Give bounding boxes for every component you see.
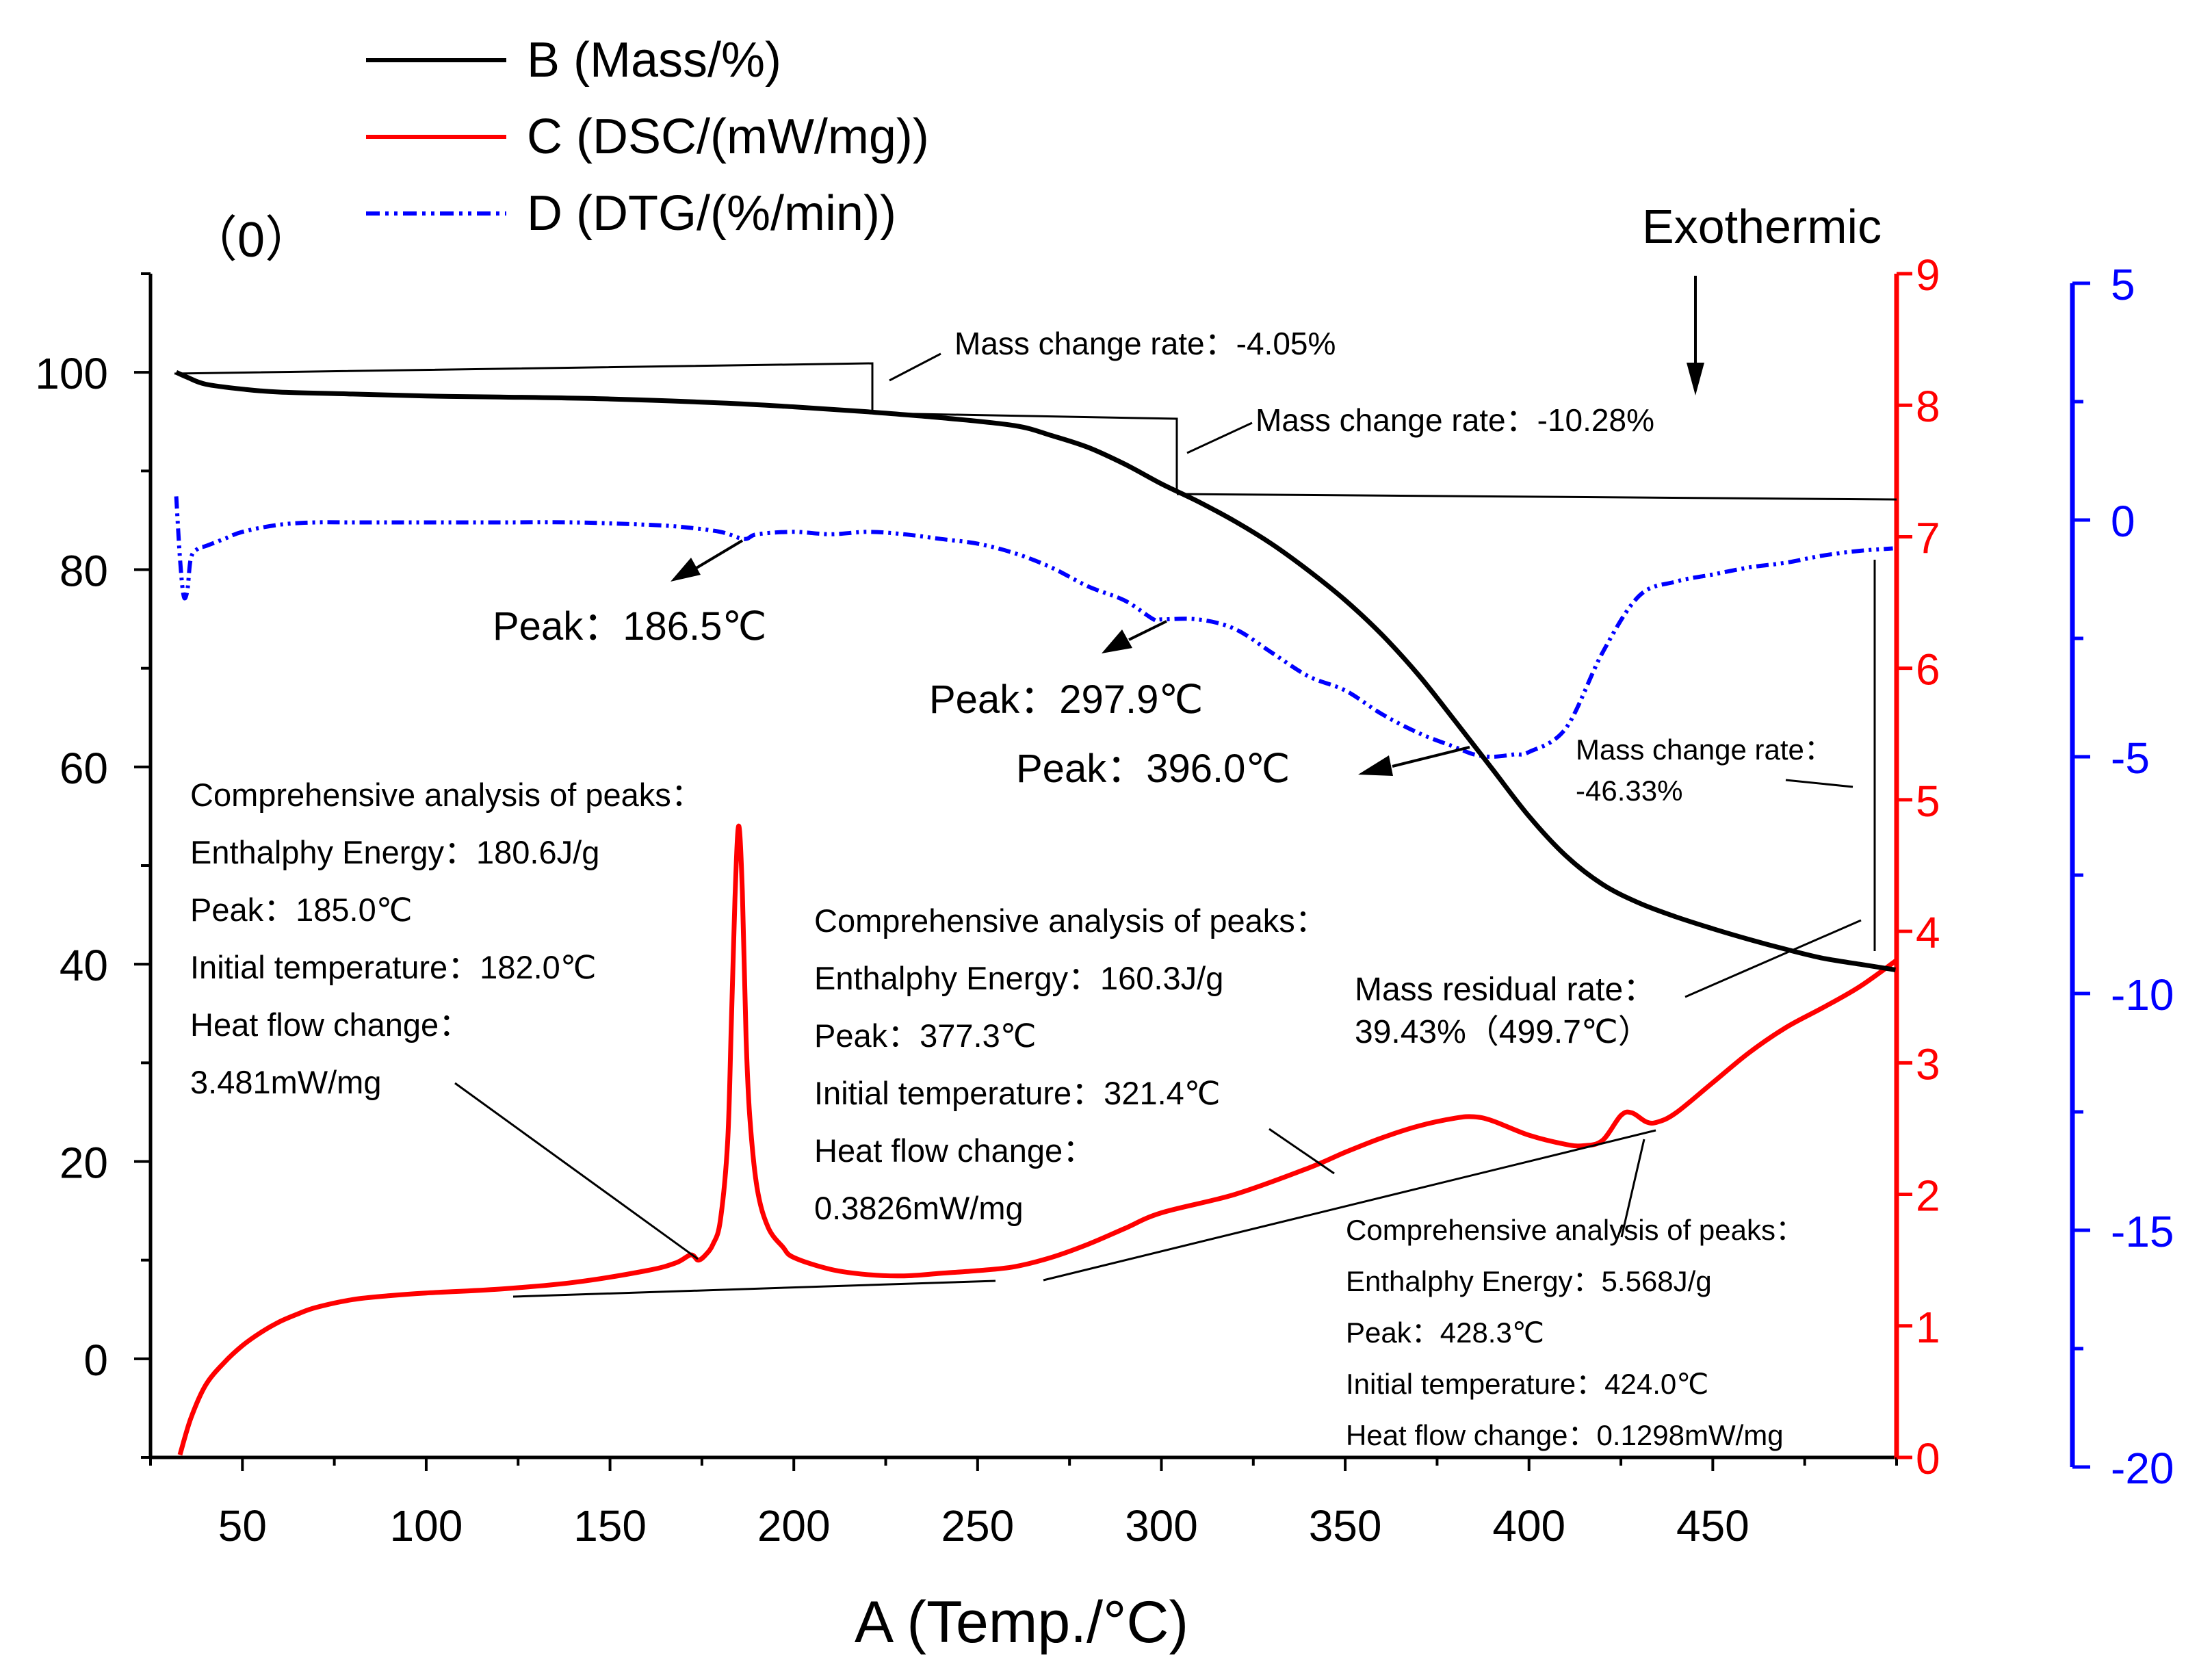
box1-line-2: Enthalphy Energy：180.6J/g [190,834,599,870]
box2-line-6: 0.3826mW/mg [814,1190,1024,1226]
exothermic-arrow-head [1687,363,1704,395]
peak-analysis-box-3: Comprehensive analysis of peaks： Enthalp… [1346,1214,1804,1451]
leader-box3 [1620,1139,1645,1238]
y-left-tick-label: 0 [83,1336,108,1385]
mass-change-rate-3-line1: Mass change rate： [1576,733,1833,766]
y-dtg-tick-label: -20 [2111,1444,2174,1493]
leader-residual [1684,919,1862,998]
legend-label-dsc: C (DSC/(mW/mg)) [527,109,929,164]
mass-step-bracket-1 [174,362,874,411]
dtg-peak-label-2: Peak：297.9℃ [929,677,1203,722]
box1-line-6: 3.481mW/mg [190,1064,381,1100]
y-dsc-tick-label: 4 [1916,908,1940,957]
annotation-lines [174,352,1897,1298]
x-tick-label: 150 [573,1501,647,1550]
y-dtg-tick-label: 0 [2111,497,2135,546]
y-left-tick-label: 60 [60,744,108,793]
y-dsc-tick-label: 7 [1916,513,1940,562]
leader-mass-change-3 [1785,779,1853,788]
x-tick-label: 50 [218,1501,267,1550]
box1-line-3: Peak：185.0℃ [190,892,413,928]
dtg-peak-arrowhead-3 [1358,755,1393,776]
dtg-peak-arrowhead-2 [1102,629,1132,653]
legend: B (Mass/%) C (DSC/(mW/mg)) D (DTG/(%/min… [366,33,929,241]
panel-label: （0） [188,213,314,268]
y-left-tick-label: 80 [60,547,108,596]
leader-box1 [454,1082,699,1260]
y-dsc-tick-label: 3 [1916,1039,1940,1089]
dsc-baseline-2 [1043,1129,1656,1282]
box3-line-5: Heat flow change：0.1298mW/mg [1346,1419,1784,1451]
y-dtg-tick-label: 5 [2111,260,2135,309]
y-left-tick-label: 100 [35,349,108,398]
x-tick-label: 300 [1125,1501,1198,1550]
x-tick-label: 400 [1492,1501,1565,1550]
y-dsc-tick-label: 5 [1916,777,1940,826]
box3-line-2: Enthalphy Energy：5.568J/g [1346,1265,1712,1297]
y-dsc-tick-label: 1 [1916,1303,1940,1352]
box2-line-1: Comprehensive analysis of peaks： [814,903,1327,939]
y-left-tick-label: 40 [60,941,108,990]
mass-residual-rate-line1: Mass residual rate： [1355,972,1656,1008]
x-axis-title: A (Temp./°C) [855,1589,1188,1655]
axis-ticks: 50 100 150 200 250 300 350 400 45002040608010001… [35,250,2174,1550]
y-dtg-tick-label: -5 [2111,733,2150,783]
box1-line-1: Comprehensive analysis of peaks： [190,777,703,813]
box3-line-4: Initial temperature：424.0℃ [1346,1368,1708,1400]
box3-line-3: Peak：428.3℃ [1346,1316,1544,1349]
box1-line-5: Heat flow change： [190,1007,471,1043]
dtg-curve [174,496,1893,759]
y-left-tick-label: 20 [60,1139,108,1188]
dtg-peak-arrow-1 [695,539,744,569]
y-dsc-tick-label: 9 [1916,250,1940,300]
dtg-peak-arrow-2 [1128,620,1167,641]
x-tick-label: 350 [1309,1501,1382,1550]
x-tick-label: 100 [390,1501,463,1550]
mass-step-bracket-2 [879,412,1178,493]
mass-step-bracket-3 [1176,493,1897,501]
leader-box2 [1268,1128,1335,1175]
x-tick-label: 250 [941,1501,1014,1550]
y-dsc-tick-label: 0 [1916,1434,1940,1483]
y-dsc-tick-label: 2 [1916,1171,1940,1221]
dtg-peak-label-3: Peak：396.0℃ [1016,746,1290,791]
mass-change-rate-1: Mass change rate：-4.05% [954,326,1336,361]
legend-label-mass: B (Mass/%) [527,33,781,88]
legend-label-dtg: D (DTG/(%/min)) [527,186,896,241]
axes [148,274,2075,1467]
y-dtg-tick-label: -15 [2111,1207,2174,1256]
box2-line-4: Initial temperature：321.4℃ [814,1075,1221,1111]
x-tick-label: 200 [757,1501,831,1550]
mass-change-rate-2: Mass change rate：-10.28% [1255,402,1654,438]
leader-mass-change-1 [889,352,941,382]
leader-mass-change-2 [1186,421,1253,454]
box2-line-2: Enthalphy Energy：160.3J/g [814,960,1223,996]
dsc-curve [177,823,1899,1456]
peak-analysis-box-2: Comprehensive analysis of peaks： Enthalp… [814,903,1327,1226]
dtg-peak-arrowhead-1 [671,558,701,582]
box2-line-3: Peak：377.3℃ [814,1017,1037,1054]
arrows [671,276,1704,776]
mass-curve [175,370,1896,972]
box3-line-1: Comprehensive analysis of peaks： [1346,1214,1804,1246]
dtg-peak-arrow-3 [1392,746,1470,768]
box1-line-4: Initial temperature：182.0℃ [190,949,597,985]
exothermic-label: Exothermic [1642,200,1882,253]
dsc-baseline-1 [512,1280,996,1298]
x-tick-label: 450 [1676,1501,1749,1550]
y-dtg-tick-label: -10 [2111,970,2174,1020]
y-dsc-tick-label: 8 [1916,382,1940,431]
dtg-peak-label-1: Peak：186.5℃ [493,604,766,649]
mass-change-rate-3-line2: -46.33% [1576,775,1682,807]
peak-analysis-box-1: Comprehensive analysis of peaks： Enthalp… [190,777,703,1100]
y-dsc-tick-label: 6 [1916,645,1940,694]
mass-residual-rate-line2: 39.43%（499.7℃） [1355,1014,1651,1050]
box2-line-5: Heat flow change： [814,1132,1095,1169]
